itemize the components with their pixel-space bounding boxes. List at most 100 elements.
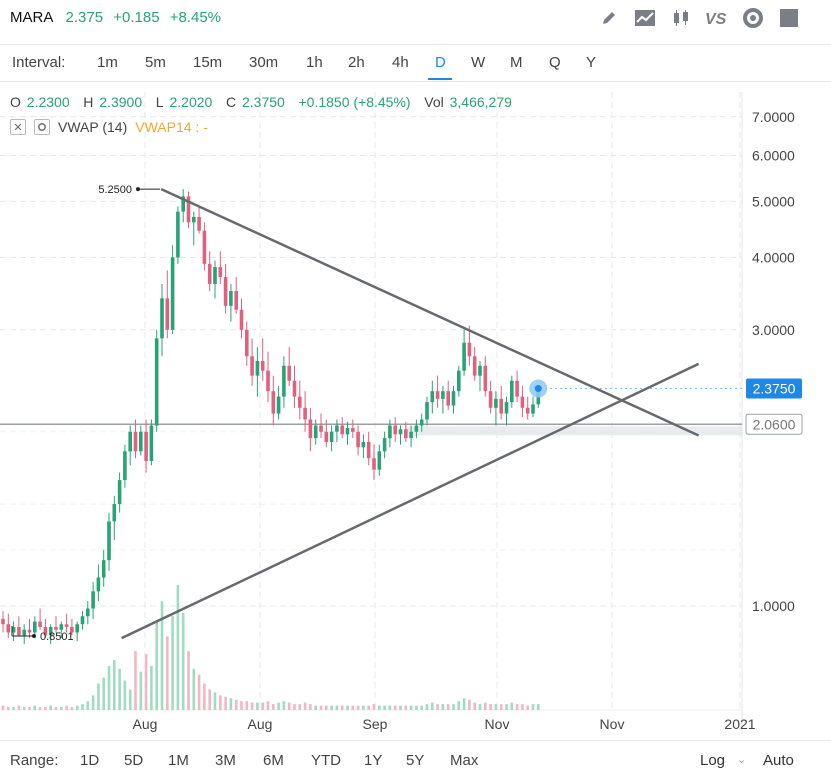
- range-3m[interactable]: 3M: [215, 752, 236, 769]
- compare-button[interactable]: VS: [703, 5, 731, 31]
- volume-bar: [441, 704, 445, 710]
- low-label: L: [155, 94, 164, 110]
- range-5d[interactable]: 5D: [124, 752, 144, 769]
- volume-bar: [22, 707, 26, 710]
- range-bar: Range: 1D 5D 1M 3M 6M YTD 1Y 5Y Max Log …: [0, 740, 831, 781]
- annotations: 5.2500 0.8501: [11, 184, 548, 643]
- candle-body: [361, 442, 366, 448]
- volume-bar: [234, 699, 238, 710]
- interval-q[interactable]: Q: [549, 54, 561, 71]
- log-scale-toggle[interactable]: Log: [700, 752, 726, 769]
- study-settings-icon[interactable]: [34, 119, 50, 135]
- volume-bar: [219, 695, 222, 710]
- draw-tool-button[interactable]: [595, 5, 623, 31]
- volume-bar: [446, 704, 450, 710]
- study-legend: ✕ VWAP (14) VWAP14 : -: [10, 119, 208, 135]
- candle-body: [181, 196, 185, 212]
- candle-body: [462, 342, 466, 371]
- range-1d[interactable]: 1D: [80, 752, 100, 769]
- range-5y[interactable]: 5Y: [406, 752, 425, 769]
- range-1m[interactable]: 1M: [168, 752, 189, 769]
- x-tick-label: Aug: [133, 716, 158, 732]
- range-ytd[interactable]: YTD: [311, 752, 341, 769]
- interval-30m[interactable]: 30m: [249, 54, 279, 71]
- candle-body: [154, 338, 159, 426]
- interval-1h[interactable]: 1h: [306, 54, 323, 71]
- range-6m[interactable]: 6M: [263, 752, 284, 769]
- candle-body: [170, 257, 175, 330]
- candle-body: [276, 396, 281, 414]
- volume-bar: [166, 636, 169, 710]
- volume-bar: [107, 665, 111, 710]
- candle-body: [488, 391, 493, 408]
- candle-body: [382, 438, 387, 452]
- settings-button[interactable]: [739, 5, 767, 31]
- candle-body: [356, 431, 360, 448]
- ticker-change: +0.185: [113, 9, 160, 26]
- y-tick-label: 4.0000: [752, 249, 795, 265]
- candle-body: [160, 298, 164, 339]
- candle-body: [229, 291, 233, 306]
- chevron-down-icon[interactable]: ⌄: [737, 754, 747, 766]
- volume-bar: [144, 654, 148, 710]
- volume-bar: [86, 701, 90, 710]
- candle-body: [329, 431, 334, 443]
- auto-scale-toggle[interactable]: Auto: [763, 752, 794, 769]
- volume-bar: [187, 651, 190, 710]
- volume-bar: [526, 705, 529, 710]
- candle-body: [313, 425, 318, 439]
- trendlines[interactable]: [121, 187, 700, 640]
- last-price-box: [746, 378, 802, 399]
- settings-icon: [743, 8, 763, 28]
- candle-body: [494, 398, 498, 408]
- candle-body: [128, 431, 132, 452]
- candle-body: [393, 425, 397, 435]
- volume-bar: [160, 601, 164, 710]
- volume-bar: [346, 705, 349, 710]
- interval-1m[interactable]: 1m: [97, 54, 118, 71]
- volume-bar: [33, 705, 37, 710]
- high-value: 2.3900: [99, 94, 143, 110]
- fullscreen-button[interactable]: [775, 5, 803, 31]
- volume-bar: [203, 683, 206, 710]
- interval-5m[interactable]: 5m: [145, 54, 166, 71]
- candle-body: [366, 442, 371, 459]
- volume-bar: [28, 707, 31, 710]
- pencil-icon: [603, 12, 615, 24]
- interval-w[interactable]: W: [471, 54, 486, 71]
- interval-4h[interactable]: 4h: [392, 54, 409, 71]
- compare-vs-icon: VS: [705, 11, 727, 28]
- range-1y[interactable]: 1Y: [364, 752, 383, 769]
- volume-bar: [340, 705, 344, 710]
- interval-15m[interactable]: 15m: [193, 54, 223, 71]
- volume-bar: [521, 704, 524, 710]
- chart-type-area-button[interactable]: [631, 5, 659, 31]
- svg-text:VS: VS: [705, 11, 727, 28]
- volume-bar: [213, 692, 217, 710]
- remove-study-icon[interactable]: ✕: [10, 119, 26, 135]
- candle-body: [515, 380, 519, 397]
- volume-bar: [7, 707, 10, 710]
- range-max[interactable]: Max: [450, 752, 479, 769]
- ohlc-legend: O 2.2300 H 2.3900 L 2.2020 C 2.3750 +0.1…: [10, 94, 514, 110]
- y-axis: 7.0000 6.0000 5.0000 4.0000 3.0000 1.0000 2.37…: [745, 109, 803, 614]
- x-axis: Aug Aug Sep Nov Nov 2021: [133, 716, 756, 732]
- volume-bar: [325, 705, 328, 710]
- interval-d[interactable]: D: [435, 54, 446, 71]
- volume-bar: [261, 702, 264, 710]
- y-tick-label: 5.0000: [752, 193, 795, 209]
- volume-bar: [91, 695, 95, 710]
- interval-y[interactable]: Y: [586, 54, 597, 71]
- interval-m[interactable]: M: [510, 54, 523, 71]
- volume-bar: [266, 701, 270, 710]
- volume-bar: [176, 585, 180, 710]
- volume-bar: [362, 705, 365, 710]
- x-tick-label: Sep: [363, 716, 388, 732]
- candle-body: [213, 267, 217, 284]
- candle-body: [202, 230, 207, 264]
- chart-type-candle-button[interactable]: [667, 5, 695, 31]
- interval-2h[interactable]: 2h: [348, 54, 365, 71]
- volume-bar: [303, 702, 307, 710]
- volume-bar: [393, 705, 397, 710]
